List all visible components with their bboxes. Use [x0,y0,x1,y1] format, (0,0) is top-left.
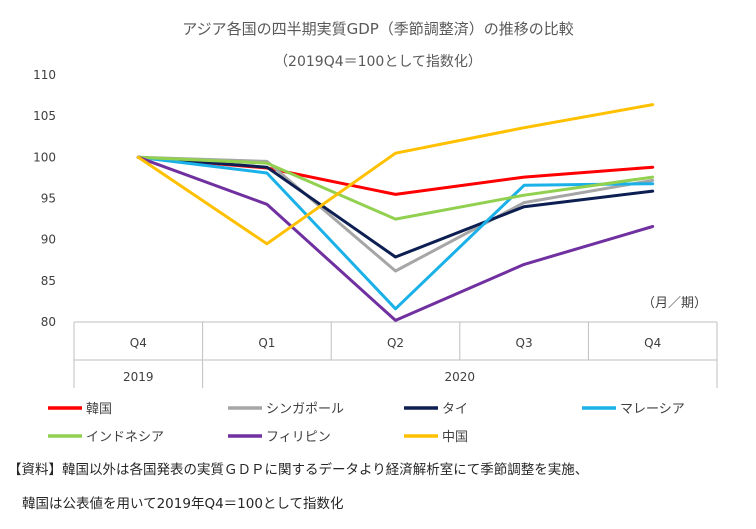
source-note-line-1: 【資料】韓国以外は各国発表の実質ＧＤＰに関するデータより経済解析室にて季節調整を… [8,462,589,478]
y-tick-label: 100 [33,150,56,164]
legend-label: インドネシア [86,430,164,445]
axes: 80 85 90 95 100 105 110 Q4 Q1 Q2 Q3 Q4 2019 2020 [33,68,718,388]
x-tick-label: Q2 [387,336,404,350]
unit-label: （月／期） [642,296,707,311]
chart-subtitle: （2019Q4＝100として指数化） [274,54,482,70]
legend-label: タイ [442,402,468,417]
year-group-label: 2019 [123,370,154,384]
y-tick-label: 110 [33,68,56,82]
legend-label: フィリピン [266,430,331,445]
series-lines [136,103,655,322]
chart-title: アジア各国の四半期実質GDP（季節調整済）の推移の比較 [182,20,574,38]
y-tick-label: 105 [33,109,56,123]
y-tick-label: 90 [41,233,56,247]
series-line [136,155,655,322]
source-note-line-2: 韓国は公表値を用いて2019年Q4＝100として指数化 [22,496,344,512]
legend-label: 中国 [442,430,468,445]
legend-label: 韓国 [86,402,112,417]
legend-label: シンガポール [266,402,344,417]
year-group-label: 2020 [445,370,476,384]
y-tick-label: 95 [41,192,56,206]
y-tick-label: 85 [41,274,56,288]
x-tick-label: Q3 [516,336,533,350]
series-line [136,155,655,221]
series-line [136,155,655,259]
x-tick-label: Q4 [644,336,661,350]
legend-label: マレーシア [620,402,685,417]
y-tick-label: 80 [41,315,56,329]
x-tick-label: Q4 [130,336,147,350]
series-line [136,155,655,311]
x-tick-label: Q1 [258,336,275,350]
chart-area: アジア各国の四半期実質GDP（季節調整済）の推移の比較 （2019Q4＝100と… [33,20,718,445]
series-line [136,103,655,246]
